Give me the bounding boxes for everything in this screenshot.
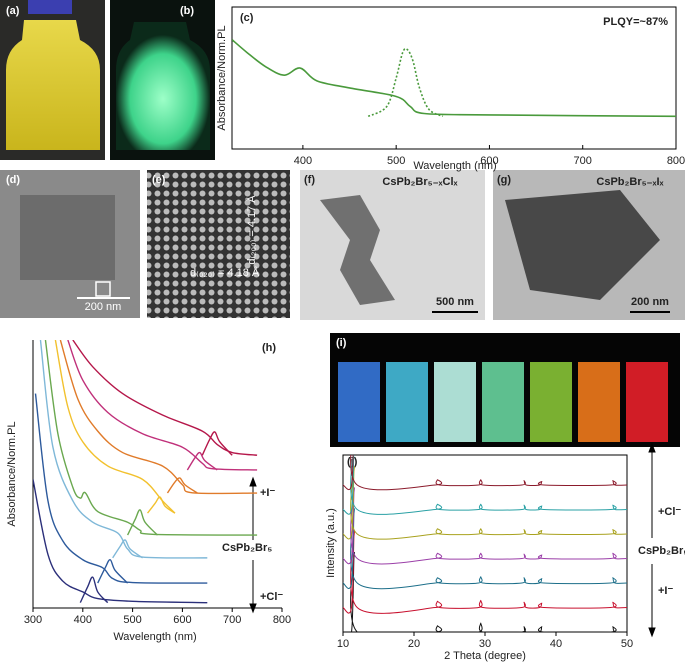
data-line [34, 393, 208, 584]
annotation: +Cl⁻ [658, 506, 681, 518]
panel-label: (e) [152, 174, 166, 186]
annotation: CsPb₂Br₅ [638, 545, 685, 557]
bottle [6, 20, 100, 150]
photo-e [147, 170, 290, 318]
data-line [343, 487, 627, 565]
data-line [112, 539, 143, 559]
arrows [249, 442, 656, 638]
data-line [232, 39, 676, 118]
scale-label: 200 nm [631, 296, 669, 308]
x-tick-label: 20 [408, 638, 420, 650]
x-tick-label: 400 [74, 614, 92, 626]
data-line [59, 340, 258, 495]
annotation: CsPb₂Br₅ [222, 542, 272, 554]
crystal [320, 195, 395, 305]
x-axis-label: Wavelength (nm) [113, 631, 196, 643]
panel-label: (c) [240, 12, 254, 24]
x-axis-label: Wavelength (nm) [413, 160, 496, 172]
crystal [20, 195, 115, 280]
data-line [67, 340, 258, 471]
arrow-head [648, 442, 656, 453]
x-axis-label: 2 Theta (degree) [444, 650, 526, 662]
data-line [201, 431, 233, 456]
panel-label: (g) [497, 174, 511, 186]
panel-label: (h) [262, 342, 276, 354]
data-line [166, 477, 198, 494]
data-line [343, 508, 627, 590]
annotation: PLQY=~87% [603, 16, 668, 28]
data-line [72, 340, 258, 456]
lattice-label: d₍₀₂₀₎ = 4.18 Å [190, 266, 260, 279]
y-axis-label: Absorbance/Norm.PL [216, 25, 228, 130]
data-line [79, 576, 109, 604]
bottle-cap [28, 0, 72, 14]
vial [338, 362, 380, 442]
photo-f [300, 170, 485, 320]
x-tick-label: 800 [273, 614, 291, 626]
panel-label: (i) [336, 337, 347, 349]
vial [578, 362, 620, 442]
series-group [343, 455, 627, 632]
arrow-head [648, 627, 656, 638]
data-line [343, 551, 627, 632]
x-tick-label: 500 [123, 614, 141, 626]
data-line [343, 455, 627, 515]
vial [626, 362, 668, 442]
lattice-label: d₍₂₀₀₎ = 4.17 Å [245, 195, 258, 265]
vial [434, 362, 476, 442]
x-tick-label: 600 [173, 614, 191, 626]
y-axis-label: Intensity (a.u.) [325, 508, 337, 578]
panel-label: (f) [304, 174, 315, 186]
x-tick-label: 50 [621, 638, 633, 650]
x-tick-label: 800 [667, 155, 685, 167]
panel-label: (b) [180, 5, 194, 17]
series-group [33, 340, 258, 604]
x-tick-label: 30 [479, 638, 491, 650]
vial [530, 362, 572, 442]
panel-label: (a) [6, 5, 20, 17]
scale-label: 200 nm [85, 301, 122, 313]
vial [482, 362, 524, 442]
x-tick-label: 40 [550, 638, 562, 650]
data-line [343, 466, 627, 540]
data-line [343, 455, 627, 491]
x-tick-label: 600 [480, 155, 498, 167]
series-group [232, 39, 676, 118]
panel-label: (d) [6, 174, 20, 186]
data-line [186, 451, 218, 471]
data-line [39, 340, 208, 559]
data-line [33, 479, 208, 604]
vial [386, 362, 428, 442]
y-axis-label: Absorbance/Norm.PL [6, 421, 18, 526]
x-tick-label: 300 [24, 614, 42, 626]
annotation: +I⁻ [260, 487, 275, 499]
vials [338, 362, 668, 442]
axes-frame [342, 454, 628, 633]
image-title: CsPb₂Br₅₋ₓIₓ [596, 176, 664, 188]
annotation: +I⁻ [658, 585, 673, 597]
axes-frame [231, 6, 677, 150]
x-tick-label: 700 [223, 614, 241, 626]
x-tick-label: 500 [387, 155, 405, 167]
data-line [343, 530, 627, 614]
bottle [116, 22, 210, 150]
x-tick-label: 700 [574, 155, 592, 167]
data-line [44, 340, 258, 536]
x-tick-label: 400 [294, 155, 312, 167]
data-line [97, 559, 129, 584]
image-title: CsPb₂Br₅₋ₓClₓ [382, 176, 458, 188]
zoom-box [95, 281, 111, 297]
x-tick-label: 10 [337, 638, 349, 650]
crystal [505, 190, 660, 300]
arrow-head [249, 476, 257, 487]
data-line [126, 509, 159, 536]
scale-label: 500 nm [436, 296, 474, 308]
annotation: +Cl⁻ [260, 591, 283, 603]
data-line [146, 496, 176, 514]
data-line [367, 47, 444, 118]
